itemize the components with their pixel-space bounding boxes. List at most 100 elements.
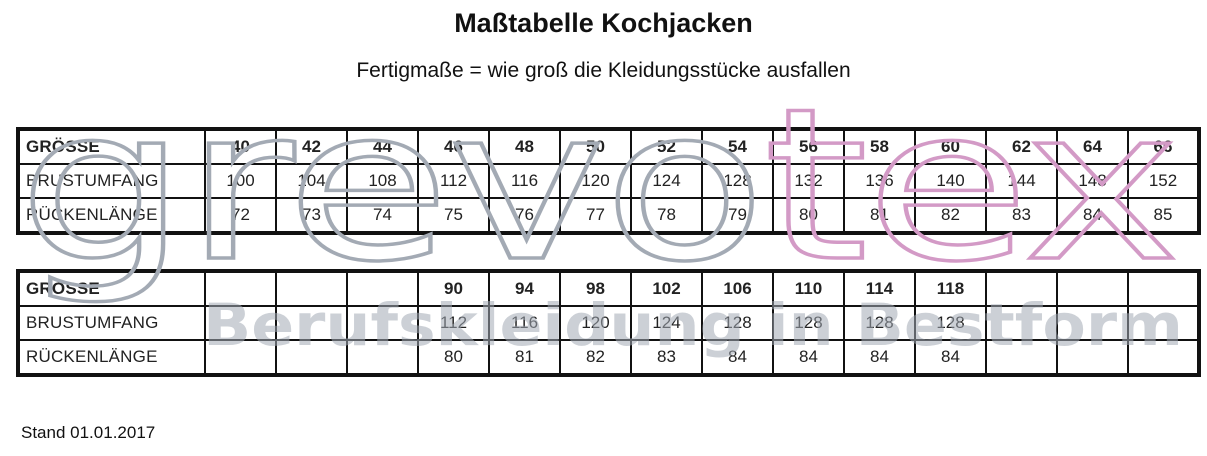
table-cell: 42 <box>275 128 348 165</box>
table-cell: 106 <box>701 270 774 307</box>
table-cell: 78 <box>630 197 703 234</box>
table-cell: 128 <box>772 305 845 341</box>
table-cell: 84 <box>772 339 845 376</box>
table-cell: 136 <box>843 163 916 199</box>
table-cell <box>204 305 277 341</box>
table-cell <box>985 305 1058 341</box>
table-cell: 140 <box>914 163 987 199</box>
row-label: RÜCKENLÄNGE <box>17 197 206 234</box>
table-cell: 84 <box>701 339 774 376</box>
table-row: RÜCKENLÄNGE 72 73 74 75 76 77 78 79 80 81 82 83 84 85 <box>17 197 1200 234</box>
table-cell: 124 <box>630 305 703 341</box>
table-cell: 62 <box>985 128 1058 165</box>
table-cell: 81 <box>843 197 916 234</box>
table-cell: 83 <box>985 197 1058 234</box>
table-cell <box>1056 339 1129 376</box>
table-cell <box>275 305 348 341</box>
table-cell: 152 <box>1127 163 1200 199</box>
table-cell: 60 <box>914 128 987 165</box>
table-cell: 118 <box>914 270 987 307</box>
table-cell: 48 <box>488 128 561 165</box>
table-cell: 112 <box>417 163 490 199</box>
page-title: Maßtabelle Kochjacken <box>454 8 753 38</box>
table-cell: 58 <box>843 128 916 165</box>
row-label: RÜCKENLÄNGE <box>17 339 206 376</box>
table-cell <box>204 339 277 376</box>
table-row: RÜCKENLÄNGE 80 81 82 83 84 84 84 84 <box>17 339 1200 376</box>
table-cell: 102 <box>630 270 703 307</box>
table-cell <box>346 305 419 341</box>
size-table-standard: GRÖSSE 40 42 44 46 48 50 52 54 56 58 60 62 64 66 BRUSTU… <box>16 127 1201 235</box>
row-label: BRUSTUMFANG <box>17 305 206 341</box>
table-cell: 104 <box>275 163 348 199</box>
table-cell <box>1127 270 1200 307</box>
table-cell: 82 <box>559 339 632 376</box>
table-cell <box>1127 305 1200 341</box>
table-cell <box>1127 339 1200 376</box>
table-cell: 64 <box>1056 128 1129 165</box>
table-cell: 120 <box>559 163 632 199</box>
table-cell: 66 <box>1127 128 1200 165</box>
table-cell <box>985 270 1058 307</box>
table-cell: 108 <box>346 163 419 199</box>
table-cell: 40 <box>204 128 277 165</box>
table-cell: 114 <box>843 270 916 307</box>
page-subtitle: Fertigmaße = wie groß die Kleidungsstück… <box>356 59 851 82</box>
table-cell: 128 <box>701 305 774 341</box>
table-row: GRÖSSE 40 42 44 46 48 50 52 54 56 58 60 62 64 66 <box>17 128 1200 165</box>
table-cell: 46 <box>417 128 490 165</box>
table-cell <box>346 270 419 307</box>
table-cell <box>346 339 419 376</box>
table-cell: 56 <box>772 128 845 165</box>
table-cell: 148 <box>1056 163 1129 199</box>
table-cell: 128 <box>843 305 916 341</box>
table-cell <box>275 339 348 376</box>
table-cell: 84 <box>843 339 916 376</box>
table-cell: 116 <box>488 163 561 199</box>
row-label: BRUSTUMFANG <box>17 163 206 199</box>
table-cell: 77 <box>559 197 632 234</box>
table-cell: 83 <box>630 339 703 376</box>
table-cell: 50 <box>559 128 632 165</box>
table-cell <box>1056 305 1129 341</box>
table-cell: 85 <box>1127 197 1200 234</box>
table-cell: 74 <box>346 197 419 234</box>
table-cell <box>204 270 277 307</box>
table-cell <box>1056 270 1129 307</box>
table-cell: 82 <box>914 197 987 234</box>
footer-date: Stand 01.01.2017 <box>21 423 156 442</box>
table-cell: 128 <box>701 163 774 199</box>
table-cell: 98 <box>559 270 632 307</box>
table-cell: 84 <box>1056 197 1129 234</box>
row-label: GRÖSSE <box>17 270 206 307</box>
table-cell: 80 <box>417 339 490 376</box>
table-cell: 54 <box>701 128 774 165</box>
table-cell: 75 <box>417 197 490 234</box>
table-cell: 94 <box>488 270 561 307</box>
table-cell: 79 <box>701 197 774 234</box>
table-row: GRÖSSE 90 94 98 102 106 110 114 118 <box>17 270 1200 307</box>
table-cell: 110 <box>772 270 845 307</box>
table-cell <box>985 339 1058 376</box>
table-cell: 128 <box>914 305 987 341</box>
table-cell: 144 <box>985 163 1058 199</box>
table-cell <box>275 270 348 307</box>
table-cell: 90 <box>417 270 490 307</box>
table-cell: 73 <box>275 197 348 234</box>
table-cell: 72 <box>204 197 277 234</box>
table-row: BRUSTUMFANG 100 104 108 112 116 120 124 128 132 13… <box>17 163 1200 199</box>
table-cell: 100 <box>204 163 277 199</box>
table-cell: 132 <box>772 163 845 199</box>
table-cell: 116 <box>488 305 561 341</box>
table-cell: 80 <box>772 197 845 234</box>
table-cell: 52 <box>630 128 703 165</box>
table-cell: 112 <box>417 305 490 341</box>
table-cell: 124 <box>630 163 703 199</box>
table-cell: 44 <box>346 128 419 165</box>
row-label: GRÖSSE <box>17 128 206 165</box>
size-table-extra: GRÖSSE 90 94 98 102 106 110 114 118 BRUSTUMFANG 11… <box>16 269 1201 377</box>
table-cell: 84 <box>914 339 987 376</box>
table-cell: 120 <box>559 305 632 341</box>
table-cell: 81 <box>488 339 561 376</box>
table-row: BRUSTUMFANG 112 116 120 124 128 128 128 128 <box>17 305 1200 341</box>
